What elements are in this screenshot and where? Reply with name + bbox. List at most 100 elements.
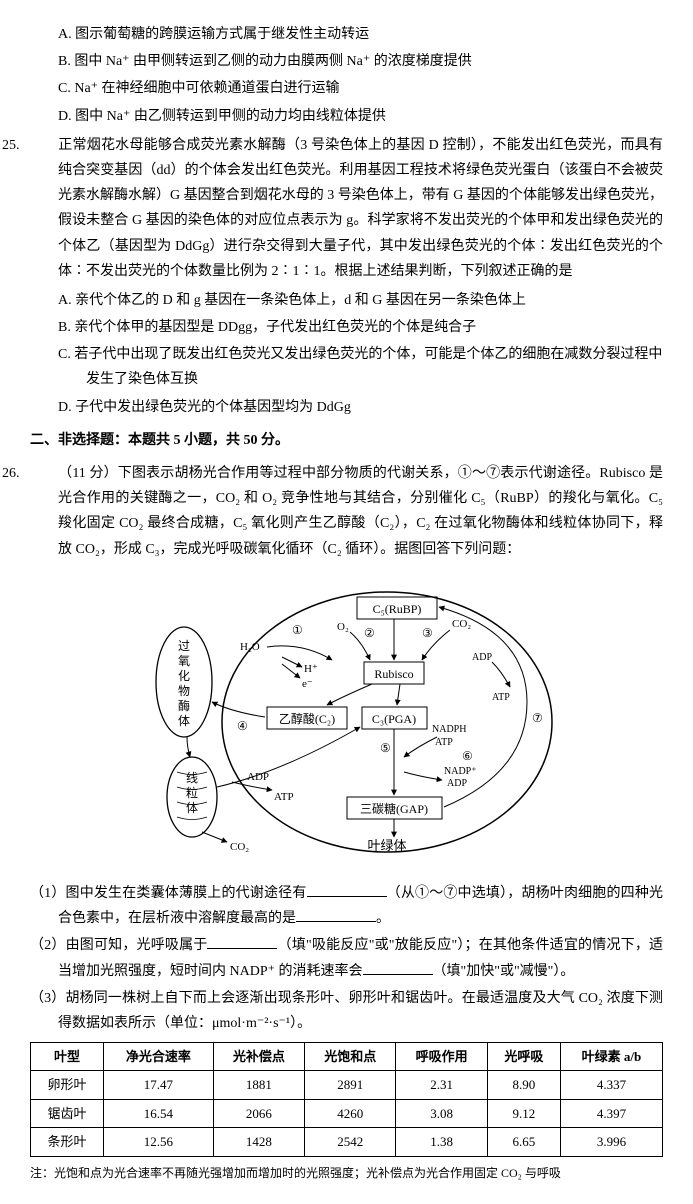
table-header-cell: 光补偿点 — [213, 1043, 304, 1071]
svg-text:酶: 酶 — [177, 698, 189, 713]
table-cell: 条形叶 — [31, 1128, 104, 1156]
arrow-4: ④ — [237, 719, 248, 733]
svg-text:体: 体 — [185, 801, 197, 815]
text: 图示葡萄糖的跨膜运输方式属于继发性主动转运 — [75, 27, 369, 42]
text: 。 — [376, 911, 390, 926]
q24-option-b: B. 图中 Na⁺ 由甲侧转运到乙侧的动力由膜两侧 Na⁺ 的浓度梯度提供 — [30, 49, 663, 74]
q26-footnote: 注：光饱和点为光合速率不再随光强增加而增加时的光照强度；光补偿点为光合作用固定 … — [30, 1163, 663, 1185]
text: 图中 Na⁺ 由甲侧转运到乙侧的动力由膜两侧 Na⁺ 的浓度梯度提供 — [74, 54, 471, 69]
blank — [307, 882, 387, 897]
table-cell: 2542 — [305, 1128, 396, 1156]
blank — [207, 934, 277, 949]
q25-option-b: B. 亲代个体甲的基因型是 DDgg，子代发出红色荧光的个体是纯合子 — [30, 315, 663, 340]
nadph-label: NADPH — [432, 724, 466, 735]
adp-label-3: ADP — [472, 652, 492, 663]
table-cell: 4.397 — [560, 1099, 662, 1127]
svg-text:氧: 氧 — [177, 654, 189, 668]
q25-option-c: C. 若子代中出现了既发出红色荧光又发出绿色荧光的个体，可能是个体乙的细胞在减数… — [30, 342, 663, 392]
table-cell: 16.54 — [104, 1099, 214, 1127]
text: 若子代中出现了既发出红色荧光又发出绿色荧光的个体，可能是个体乙的细胞在减数分裂过… — [74, 347, 662, 387]
q25: 25.正常烟花水母能够合成荧光素水解酶（3 号染色体上的基因 D 控制），不能发… — [30, 133, 663, 284]
table-header-cell: 叶绿素 a/b — [560, 1043, 662, 1071]
table-header-cell: 光呼吸 — [487, 1043, 560, 1071]
peroxisome-label: 过 — [177, 639, 189, 653]
table-cell: 4.337 — [560, 1071, 662, 1099]
q24-option-a: A. 图示葡萄糖的跨膜运输方式属于继发性主动转运 — [30, 22, 663, 47]
mito-label: 线 — [185, 771, 197, 785]
table-cell: 12.56 — [104, 1128, 214, 1156]
q25-option-a: A. 亲代个体乙的 D 和 g 基因在一条染色体上，d 和 G 基因在另一条染色… — [30, 288, 663, 313]
table-cell: 17.47 — [104, 1071, 214, 1099]
q26: 26.（11 分）下图表示胡杨光合作用等过程中部分物质的代谢关系，①～⑦表示代谢… — [30, 461, 663, 562]
c3-label: C₃(PGA) — [371, 712, 415, 726]
electron-label: e⁻ — [302, 678, 313, 690]
arrow-5: ⑤ — [380, 741, 391, 755]
blank — [363, 960, 433, 975]
atp-label-2: ATP — [435, 737, 453, 748]
q25-option-d: D. 子代中发出绿色荧光的个体基因型均为 DdGg — [30, 395, 663, 420]
table-cell: 6.65 — [487, 1128, 560, 1156]
table-cell: 锯齿叶 — [31, 1099, 104, 1127]
table-cell: 3.996 — [560, 1128, 662, 1156]
leaf-data-table: 叶型净光合速率光补偿点光饱和点呼吸作用光呼吸叶绿素 a/b 卵形叶17.4718… — [30, 1042, 663, 1157]
table-row: 卵形叶17.47188128912.318.904.337 — [31, 1071, 663, 1099]
svg-text:物: 物 — [177, 684, 189, 698]
co2-label-1: CO₂ — [452, 618, 471, 630]
q26-sub2: （2）由图可知，光呼吸属于（填"吸能反应"或"放能反应"）；在其他条件适宜的情况… — [30, 933, 663, 983]
q24-option-d: D. 图中 Na⁺ 由乙侧转运到甲侧的动力均由线粒体提供 — [30, 104, 663, 129]
adp-label-2: ADP — [447, 778, 467, 789]
section2-header: 二、非选择题：本题共 5 小题，共 50 分。 — [30, 428, 663, 453]
svg-text:体: 体 — [177, 714, 189, 728]
q26-sub3: （3）胡杨同一株树上自下而上会逐渐出现条形叶、卵形叶和锯齿叶。在最适温度及大气 … — [30, 986, 663, 1036]
arrow-7: ⑦ — [532, 711, 543, 725]
q24-option-c: C. Na⁺ 在神经细胞中可依赖通道蛋白进行运输 — [30, 76, 663, 101]
adp-label-1: ADP — [247, 771, 269, 783]
table-cell: 9.12 — [487, 1099, 560, 1127]
text: 亲代个体甲的基因型是 DDgg，子代发出红色荧光的个体是纯合子 — [74, 320, 476, 335]
table-cell: 4260 — [305, 1099, 396, 1127]
table-header-cell: 叶型 — [31, 1043, 104, 1071]
q25-num: 25. — [30, 133, 58, 158]
table-header-cell: 呼吸作用 — [396, 1043, 487, 1071]
text: （1）图中发生在类囊体薄膜上的代谢途径有 — [30, 886, 307, 901]
hplus-label: H⁺ — [304, 663, 318, 675]
table-cell: 2891 — [305, 1071, 396, 1099]
metabolism-diagram-svg: 叶绿体 过 氧 化 物 酶 体 线 粒 体 C₅(RuBP) Rubisco 乙… — [132, 572, 562, 862]
q26-diagram: 叶绿体 过 氧 化 物 酶 体 线 粒 体 C₅(RuBP) Rubisco 乙… — [30, 572, 663, 871]
arrow-1: ① — [292, 623, 303, 637]
q25-stem: 正常烟花水母能够合成荧光素水解酶（3 号染色体上的基因 D 控制），不能发出红色… — [58, 138, 663, 279]
text: 亲代个体乙的 D 和 g 基因在一条染色体上，d 和 G 基因在另一条染色体上 — [75, 293, 526, 308]
table-header-cell: 光饱和点 — [305, 1043, 396, 1071]
h2o-label: H₂O — [240, 641, 260, 653]
q26-num: 26. — [30, 461, 58, 486]
blank — [296, 907, 376, 922]
table-cell: 2.31 — [396, 1071, 487, 1099]
table-cell: 1881 — [213, 1071, 304, 1099]
atp-label-3: ATP — [492, 692, 510, 703]
table-cell: 卵形叶 — [31, 1071, 104, 1099]
o2-label: O₂ — [337, 621, 349, 633]
c2-label: 乙醇酸(C₂) — [278, 711, 334, 726]
arrow-3: ③ — [422, 626, 433, 640]
co2-label-2: CO₂ — [230, 841, 249, 853]
text: Na⁺ 在神经细胞中可依赖通道蛋白进行运输 — [74, 81, 339, 96]
text: 图中 Na⁺ 由乙侧转运到甲侧的动力均由线粒体提供 — [75, 109, 386, 124]
q26-sub1: （1）图中发生在类囊体薄膜上的代谢途径有（从①～⑦中选填），胡杨叶肉细胞的四种光… — [30, 881, 663, 931]
text: （2）由图可知，光呼吸属于 — [30, 938, 207, 953]
nadpplus-label: NADP⁺ — [444, 766, 477, 777]
atp-label-1: ATP — [274, 791, 294, 803]
arrow-2: ② — [364, 626, 375, 640]
table-cell: 2066 — [213, 1099, 304, 1127]
table-cell: 1428 — [213, 1128, 304, 1156]
gap-label: 三碳糖(GAP) — [360, 801, 428, 816]
q26-stem: （11 分）下图表示胡杨光合作用等过程中部分物质的代谢关系，①～⑦表示代谢途径。… — [58, 466, 663, 557]
chloroplast-label: 叶绿体 — [367, 838, 406, 853]
table-cell: 3.08 — [396, 1099, 487, 1127]
table-cell: 8.90 — [487, 1071, 560, 1099]
arrow-6: ⑥ — [462, 749, 473, 763]
svg-text:化: 化 — [177, 669, 189, 683]
table-row: 锯齿叶16.54206642603.089.124.397 — [31, 1099, 663, 1127]
c5-label: C₅(RuBP) — [372, 602, 421, 616]
table-cell: 1.38 — [396, 1128, 487, 1156]
svg-text:粒: 粒 — [185, 785, 197, 800]
